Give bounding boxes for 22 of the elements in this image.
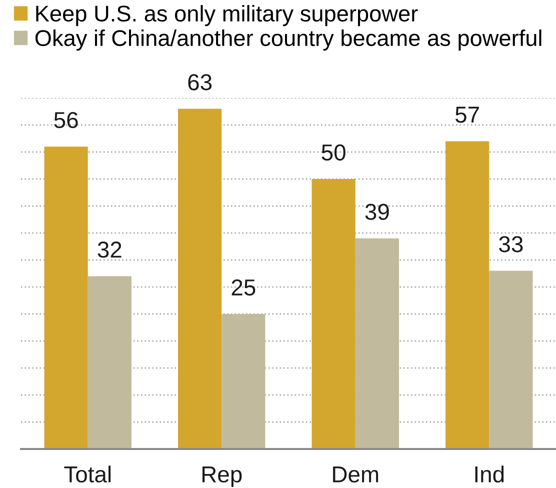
- data-label: 63: [188, 74, 212, 90]
- x-tick-label: Dem: [333, 466, 378, 482]
- data-label: 25: [232, 279, 256, 296]
- legend-label: Keep U.S. as only military superpower: [36, 5, 418, 26]
- data-label: 57: [455, 106, 479, 123]
- data-label: 33: [499, 236, 523, 252]
- data-label: 32: [98, 242, 122, 258]
- data-label: 56: [54, 112, 78, 128]
- x-tick-label: Rep: [202, 466, 242, 488]
- data-label: 50: [322, 144, 346, 161]
- x-tick-label: Ind: [475, 466, 504, 482]
- bar: [355, 238, 399, 449]
- bar: [88, 276, 132, 449]
- bar: [446, 141, 490, 449]
- bar: [312, 179, 356, 449]
- x-tick-label: Total: [64, 466, 111, 482]
- legend-label: Okay if China/another country became as powerful: [35, 30, 542, 51]
- bar: [178, 108, 222, 449]
- data-label: 39: [365, 204, 389, 220]
- bar: [44, 146, 88, 449]
- bar: [222, 314, 266, 449]
- bar: [489, 270, 533, 449]
